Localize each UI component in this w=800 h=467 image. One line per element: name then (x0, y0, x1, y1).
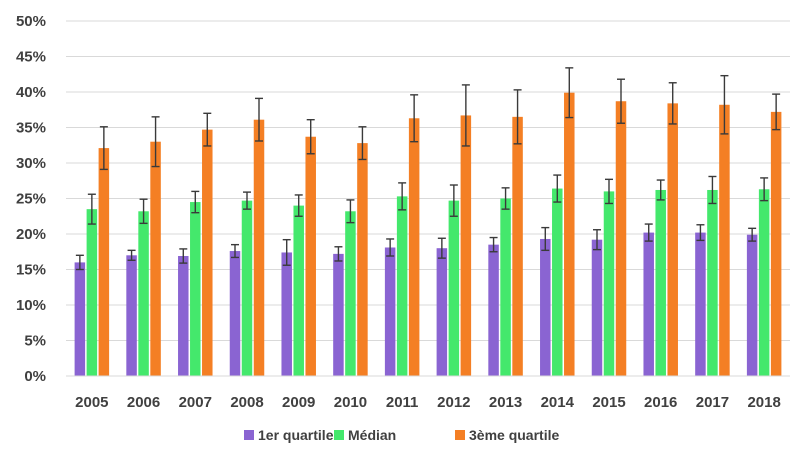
x-tick-label: 2007 (179, 394, 212, 411)
y-axis-ticks: 0% 5% 10% 15% 20% 25% 30% 35% 40% 45% 50% (16, 13, 46, 385)
bar (229, 251, 241, 376)
x-tick-label: 2017 (696, 394, 729, 411)
bar (241, 200, 253, 376)
x-tick-label: 2010 (334, 394, 367, 411)
bar (126, 255, 137, 376)
bar (707, 189, 718, 376)
bar (460, 115, 472, 377)
bar (74, 262, 86, 376)
x-tick-label: 2011 (386, 394, 419, 411)
legend-swatch (455, 430, 465, 440)
bar (86, 209, 98, 376)
bar (512, 116, 523, 376)
bar (746, 234, 758, 376)
bar (448, 200, 460, 376)
bar (150, 141, 161, 376)
y-tick-label: 45% (16, 49, 46, 66)
y-tick-label: 0% (24, 368, 46, 385)
bar (667, 103, 678, 377)
bar (603, 191, 615, 376)
y-tick-label: 35% (16, 120, 46, 137)
bar (695, 232, 706, 376)
y-tick-label: 20% (16, 226, 46, 243)
bar (138, 211, 149, 376)
bar (552, 188, 563, 376)
bar (190, 202, 201, 376)
bar (591, 239, 603, 376)
x-tick-label: 2008 (230, 394, 263, 411)
gridlines (66, 20, 790, 341)
x-tick-label: 2005 (75, 394, 108, 411)
legend-label: Médian (348, 427, 396, 443)
bar (500, 198, 511, 376)
bars (74, 92, 782, 377)
bar (345, 211, 356, 376)
bar (98, 148, 110, 376)
bar (719, 104, 730, 376)
bar (293, 205, 304, 376)
bar (396, 196, 408, 376)
y-tick-label: 30% (16, 155, 46, 172)
bar (202, 129, 213, 376)
bar (488, 244, 499, 376)
y-tick-label: 15% (16, 262, 46, 279)
x-tick-label: 2013 (489, 394, 522, 411)
x-tick-label: 2014 (541, 394, 575, 411)
x-tick-label: 2006 (127, 394, 160, 411)
bar (178, 256, 189, 376)
x-axis-ticks: 2005 2006 2007 2008 2009 2010 2011 2012 2013 2014… (75, 394, 781, 411)
bar (408, 118, 420, 377)
x-tick-label: 2012 (437, 394, 470, 411)
bar (615, 101, 627, 376)
legend-swatch (334, 430, 344, 440)
bar (540, 238, 551, 376)
x-tick-label: 2018 (747, 394, 780, 411)
y-tick-label: 50% (16, 13, 46, 30)
bar (281, 252, 292, 376)
bar (253, 119, 265, 376)
legend-label: 3ème quartile (469, 427, 559, 443)
bar (436, 248, 448, 376)
legend-swatch (244, 430, 254, 440)
y-tick-label: 5% (24, 333, 46, 350)
bar (655, 189, 666, 376)
bar (770, 111, 782, 376)
bar (643, 232, 654, 376)
x-tick-label: 2015 (592, 394, 625, 411)
y-tick-label: 40% (16, 84, 46, 101)
bar (758, 189, 770, 376)
legend: 1er quartile Médian 3ème quartile (244, 427, 559, 443)
x-tick-label: 2009 (282, 394, 315, 411)
bar (333, 253, 344, 376)
legend-label: 1er quartile (258, 427, 334, 443)
y-tick-label: 25% (16, 191, 46, 208)
bar (305, 136, 316, 376)
bar (564, 92, 575, 377)
bar (384, 247, 396, 376)
y-tick-label: 10% (16, 297, 46, 314)
bar (357, 143, 368, 376)
error-bars (75, 67, 781, 271)
x-tick-label: 2016 (644, 394, 677, 411)
